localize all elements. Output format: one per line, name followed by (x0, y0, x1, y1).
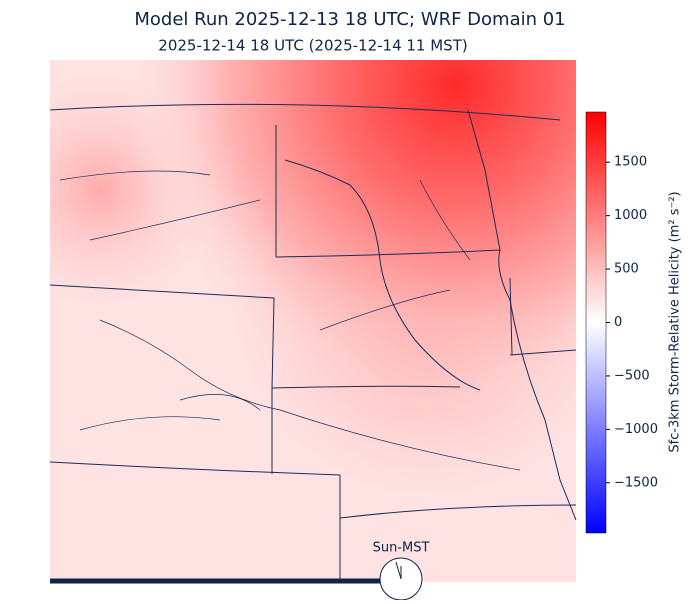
colorbar-tick-label: 0 (614, 315, 622, 330)
colorbar-tick-label: −500 (614, 368, 650, 383)
state-border (49, 103, 577, 582)
title: Model Run 2025-12-13 18 UTC; WRF Domain … (134, 9, 565, 30)
map (49, 60, 577, 584)
colorbar-tick-label: −1500 (614, 475, 658, 490)
colorbar-label: Sfc-3km Storm-Relative Helicity (m² s⁻²) (668, 191, 683, 452)
subtitle: 2025-12-14 18 UTC (2025-12-14 11 MST) (158, 37, 467, 55)
clock-hand (395, 561, 402, 580)
river (284, 159, 481, 391)
state-border (467, 109, 577, 521)
clock-label: Sun-MST (373, 541, 430, 556)
colorbar (585, 111, 607, 534)
river (59, 170, 521, 471)
colorbar-tick-label: 500 (614, 262, 639, 277)
colorbar-tick-label: 1000 (614, 208, 647, 223)
colorbar-tick-label: 1500 (614, 155, 647, 170)
map-field (50, 60, 576, 582)
colorbar-tick-label: −1000 (614, 422, 658, 437)
